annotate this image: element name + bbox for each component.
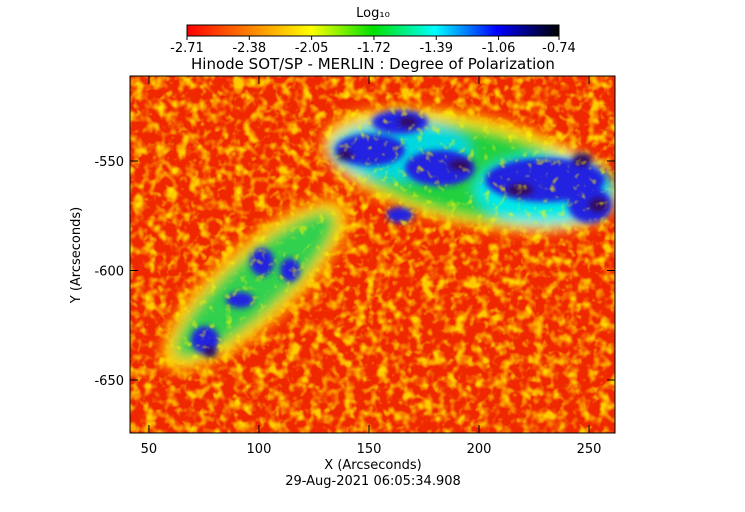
x-tick-label: 150 [357,442,382,457]
colorbar-tick-label: -0.74 [542,41,576,56]
y-tick-label: -600 [94,264,124,279]
chart-title: Hinode SOT/SP - MERLIN : Degree of Polar… [191,55,555,73]
x-tick-label: 50 [141,442,158,457]
colorbar-tick-label: -2.38 [232,41,266,56]
x-tick-label: 100 [247,442,272,457]
polarization-image [130,76,615,433]
colorbar [186,24,560,37]
x-tick-label: 200 [467,442,492,457]
colorbar-tick-label: -1.06 [482,41,516,56]
colorbar-tick-label: -2.05 [295,41,329,56]
colorbar-tick-label: -1.72 [357,41,391,56]
x-tick-label: 250 [577,442,602,457]
plot-frame [129,75,616,434]
y-axis-label: Y (Arcseconds) [69,207,84,304]
x-axis-label: X (Arcseconds) [324,458,421,473]
colorbar-tick-label: -2.71 [170,41,204,56]
y-tick-label: -550 [94,155,124,170]
y-tick-label: -650 [94,374,124,389]
colorbar-label: Log₁₀ [356,6,390,21]
colorbar-tick-label: -1.39 [419,41,453,56]
footer-timestamp: 29-Aug-2021 06:05:34.908 [285,474,461,489]
